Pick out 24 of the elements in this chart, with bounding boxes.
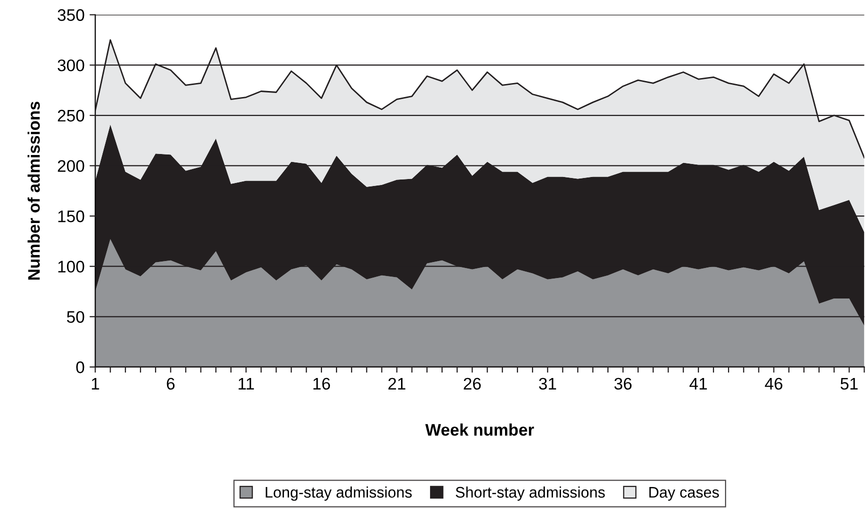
x-tick-label: 26 [464, 378, 481, 390]
legend-label: Day cases [649, 487, 719, 501]
y-tick-label: 350 [58, 9, 84, 21]
y-tick-label: 0 [76, 361, 84, 374]
x-tick-label: 31 [538, 378, 556, 390]
y-tick-label: 50 [66, 311, 84, 323]
x-axis-title: Week number [425, 424, 534, 436]
legend-label: Long-stay admissions [266, 486, 412, 501]
y-tick-label: 100 [58, 260, 84, 273]
x-tick-label: 11 [238, 378, 254, 390]
x-tick-label: 41 [690, 378, 707, 390]
y-tick-label: 300 [58, 59, 84, 72]
x-tick-label: 21 [388, 378, 406, 390]
x-tick-label: 6 [166, 378, 175, 390]
y-tick-label: 150 [58, 210, 84, 222]
y-tick-label: 200 [58, 160, 84, 172]
x-tick-label: 1 [92, 378, 100, 390]
x-tick-label: 46 [764, 378, 782, 390]
legend-label: Short-stay admissions [456, 486, 605, 501]
x-tick-label: 51 [840, 378, 858, 390]
y-tick-label: 250 [58, 110, 84, 122]
x-tick-label: 36 [614, 378, 632, 390]
y-axis-title: Number of admissions [28, 102, 40, 280]
x-tick-label: 16 [313, 378, 330, 390]
